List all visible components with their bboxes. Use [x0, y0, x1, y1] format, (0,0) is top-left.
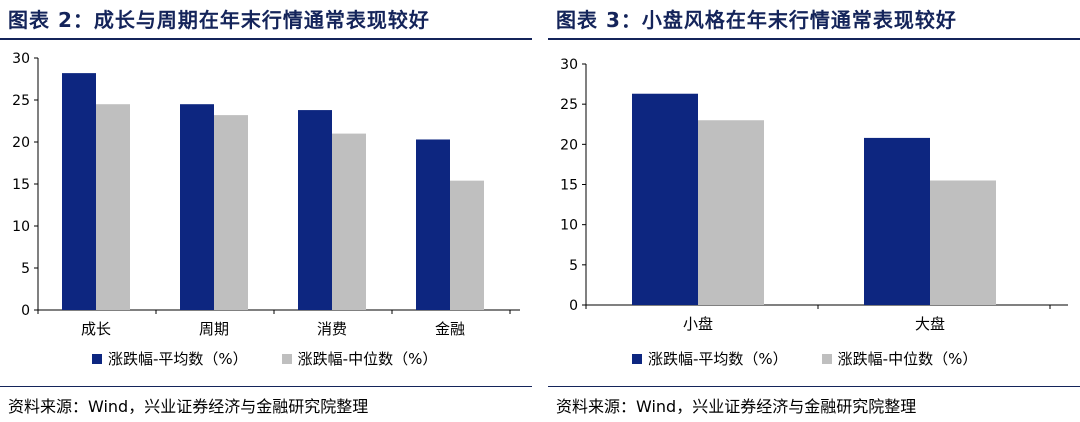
legend-label-median: 涨跌幅-中位数（%） — [837, 350, 978, 368]
legend-label-average: 涨跌幅-平均数（%） — [108, 350, 248, 368]
legend-item-average: 涨跌幅-平均数（%） — [632, 348, 788, 369]
title-divider — [548, 38, 1080, 40]
bar-median — [96, 104, 130, 310]
chart-title: 图表 3：小盘风格在年末行情通常表现较好 — [556, 8, 957, 32]
legend-item-median: 涨跌幅-中位数（%） — [281, 348, 438, 369]
y-tick-label: 30 — [560, 57, 578, 73]
bar-chart-sector: 0 5 10 15 20 25 30 成长 周期 消费 金融 — [12, 51, 520, 338]
chart-source: 资料来源：Wind，兴业证券经济与金融研究院整理 — [556, 397, 917, 416]
legend-label-average: 涨跌幅-平均数（%） — [648, 350, 788, 368]
y-tick-label: 0 — [21, 303, 30, 319]
y-tick-label: 5 — [569, 258, 578, 274]
bar-median — [698, 120, 764, 305]
legend-swatch-average — [632, 353, 642, 364]
x-category-label: 金融 — [435, 320, 465, 338]
y-tick-label: 20 — [560, 137, 578, 153]
legend-item-average: 涨跌幅-平均数（%） — [92, 348, 248, 369]
title-divider — [0, 38, 532, 40]
bar-average — [864, 137, 930, 305]
y-tick-label: 5 — [21, 261, 30, 277]
legend-swatch-average — [92, 353, 102, 364]
y-tick-label: 30 — [12, 51, 30, 67]
legend-item-median: 涨跌幅-中位数（%） — [821, 348, 978, 369]
y-tick-label: 15 — [12, 177, 30, 193]
y-tick-label: 20 — [12, 135, 30, 151]
source-divider — [548, 386, 1080, 387]
chart-title: 图表 2：成长与周期在年末行情通常表现较好 — [8, 8, 430, 32]
chart-legend: 涨跌幅-平均数（%） 涨跌幅-中位数（%） — [92, 348, 437, 369]
bar-average — [298, 110, 332, 310]
legend-swatch-median — [821, 353, 832, 364]
bar-median — [332, 133, 366, 310]
legend-label-median: 涨跌幅-中位数（%） — [297, 350, 438, 368]
bar-average — [62, 73, 96, 311]
source-divider — [0, 386, 532, 387]
bar-chart-size: 0 5 10 15 20 25 30 小盘 大盘 — [560, 57, 1068, 333]
x-category-label: 周期 — [199, 320, 229, 338]
bar-average — [632, 93, 698, 305]
x-category-label: 成长 — [81, 320, 111, 338]
y-tick-label: 0 — [569, 298, 578, 314]
x-category-label: 消费 — [317, 320, 347, 338]
chart-legend: 涨跌幅-平均数（%） 涨跌幅-中位数（%） — [632, 348, 977, 369]
y-tick-label: 15 — [560, 178, 578, 194]
bar-average — [416, 139, 450, 310]
bar-median — [214, 115, 248, 311]
y-tick-label: 25 — [560, 97, 578, 113]
bar-average — [180, 104, 214, 310]
x-category-label: 大盘 — [915, 315, 945, 333]
y-tick-label: 10 — [12, 219, 30, 235]
legend-swatch-median — [281, 353, 292, 364]
bar-median — [930, 180, 996, 305]
chart-source: 资料来源：Wind，兴业证券经济与金融研究院整理 — [8, 397, 369, 416]
bar-median — [450, 180, 484, 310]
x-category-label: 小盘 — [683, 315, 713, 333]
y-tick-label: 25 — [12, 93, 30, 109]
chart-panel-growth-cycle: 图表 2：成长与周期在年末行情通常表现较好 0 5 10 15 20 25 30 成长 周期 消费… — [0, 0, 532, 422]
chart-panel-size-style: 图表 3：小盘风格在年末行情通常表现较好 0 5 10 15 20 25 30 小盘 大盘 涨跌… — [548, 0, 1080, 422]
y-tick-label: 10 — [560, 218, 578, 234]
